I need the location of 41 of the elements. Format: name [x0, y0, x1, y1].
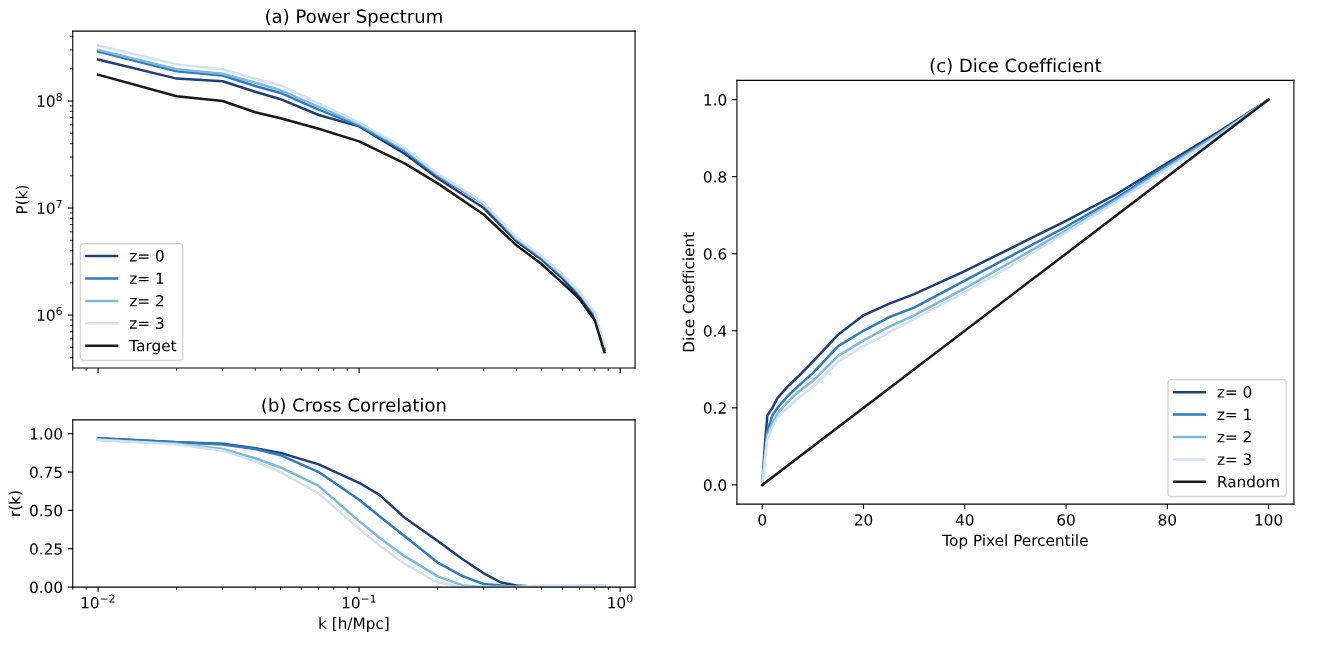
y-tick-label: 0.50 [30, 504, 63, 517]
y-tick-label: 0.8 [703, 171, 727, 183]
legend-label: z= 1 [1217, 408, 1251, 420]
legend-label: z= 0 [129, 250, 164, 262]
x-axis-title: Top Pixel Percentile [942, 534, 1088, 549]
chart-title: (a) Power Spectrum [266, 9, 442, 27]
y-tick-label: 0.75 [30, 466, 62, 479]
chart-title: (b) Cross Correlation [262, 397, 446, 414]
x-tick-label: 100 [1255, 514, 1283, 526]
x-axis-title: k [h/Mpc] [319, 617, 389, 632]
legend-label: Random [1218, 475, 1279, 488]
x-tick-label: 0 [758, 514, 767, 526]
x-tick-label: 10$^{−2}$ [81, 594, 115, 609]
legend-label: z= 0 [1217, 386, 1252, 398]
x-tick-label: 10$^{−1}$ [342, 594, 376, 609]
y-tick-label: 0.6 [703, 248, 727, 260]
y-tick-label: 0.4 [703, 325, 727, 337]
y-tick-label: 1.0 [704, 94, 727, 106]
y-tick-label: 10$^{6}$ [37, 307, 62, 321]
y-axis-title: Dice Coefficient [682, 232, 695, 352]
x-tick-label: 20 [854, 514, 873, 526]
y-tick-label: 0.2 [703, 402, 726, 414]
y-tick-label: 1.00 [30, 428, 63, 440]
legend-label: z= 2 [1217, 431, 1251, 443]
y-tick-label: 10$^{7}$ [37, 200, 62, 214]
legend-label: z= 2 [129, 294, 164, 307]
chart-title: (c) Dice Coefficient [930, 58, 1102, 75]
x-tick-label: 40 [955, 514, 974, 526]
legend-label: Target [129, 340, 177, 355]
x-tick-label: 10$^{0}$ [608, 594, 633, 609]
y-tick-label: 0.25 [30, 543, 62, 555]
y-axis-title: r(k) [8, 491, 23, 516]
legend-label: z= 1 [129, 272, 164, 284]
y-tick-label: 0.00 [30, 581, 63, 594]
legend-label: z= 3 [129, 317, 164, 329]
legend-label: z= 3 [1217, 453, 1252, 466]
y-axis-title: P(k) [15, 185, 30, 214]
x-tick-label: 60 [1057, 514, 1075, 526]
y-tick-label: 10$^{8}$ [37, 92, 62, 107]
x-tick-label: 80 [1158, 514, 1177, 526]
y-tick-label: 0.0 [703, 479, 727, 491]
